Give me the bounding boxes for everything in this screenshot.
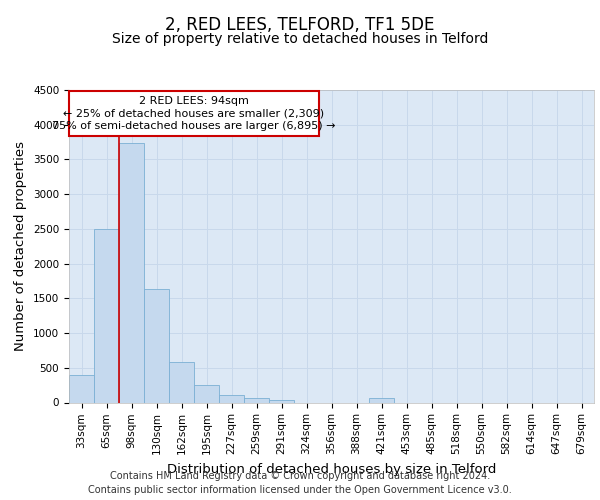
Bar bbox=[269, 400, 294, 402]
Bar bbox=[144, 288, 169, 403]
Bar bbox=[119, 144, 144, 402]
Text: Size of property relative to detached houses in Telford: Size of property relative to detached ho… bbox=[112, 32, 488, 46]
FancyBboxPatch shape bbox=[69, 90, 319, 136]
Text: 75% of semi-detached houses are larger (6,895) →: 75% of semi-detached houses are larger (… bbox=[52, 121, 336, 131]
X-axis label: Distribution of detached houses by size in Telford: Distribution of detached houses by size … bbox=[167, 462, 496, 475]
Text: ← 25% of detached houses are smaller (2,309): ← 25% of detached houses are smaller (2,… bbox=[64, 108, 325, 118]
Bar bbox=[69, 376, 94, 402]
Bar bbox=[369, 398, 394, 402]
Text: 2, RED LEES, TELFORD, TF1 5DE: 2, RED LEES, TELFORD, TF1 5DE bbox=[166, 16, 434, 34]
Text: Contains public sector information licensed under the Open Government Licence v3: Contains public sector information licen… bbox=[88, 485, 512, 495]
Bar bbox=[244, 398, 269, 402]
Y-axis label: Number of detached properties: Number of detached properties bbox=[14, 141, 28, 351]
Text: Contains HM Land Registry data © Crown copyright and database right 2024.: Contains HM Land Registry data © Crown c… bbox=[110, 471, 490, 481]
Bar bbox=[194, 385, 219, 402]
Bar bbox=[219, 395, 244, 402]
Bar bbox=[169, 362, 194, 403]
Bar bbox=[94, 229, 119, 402]
Text: 2 RED LEES: 94sqm: 2 RED LEES: 94sqm bbox=[139, 96, 249, 106]
